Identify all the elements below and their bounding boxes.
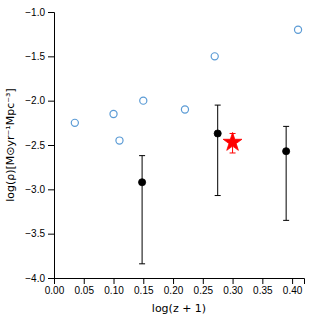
tick-label: −3.0: [25, 184, 45, 195]
tick: 0.35: [253, 278, 273, 296]
tick: −2.0: [25, 95, 54, 106]
chart: 0.00 0.05 0.10 0.15 0.20 0.25 0.30 0.35 0.40 −4.0…: [0, 0, 320, 320]
point: [181, 106, 188, 113]
tick: 0.20: [164, 278, 184, 296]
tick-mark: [48, 278, 54, 279]
error-bar: [139, 156, 145, 264]
error-bar: [215, 105, 221, 195]
tick-label: 0.15: [134, 285, 154, 296]
point: [110, 110, 117, 117]
x-axis: 0.00 0.05 0.10 0.15 0.20 0.25 0.30 0.35 0.40: [45, 278, 305, 296]
tick: 0.15: [134, 278, 154, 296]
point: [139, 179, 146, 186]
tick-mark: [48, 189, 54, 190]
tick-mark: [233, 278, 234, 284]
plot-area: [71, 26, 301, 264]
point: [294, 26, 301, 33]
tick-mark: [48, 234, 54, 235]
tick: 0.05: [75, 278, 95, 296]
tick-mark: [173, 278, 174, 284]
point: [283, 148, 290, 155]
tick: −3.0: [25, 184, 54, 195]
tick-label: 0.10: [104, 285, 124, 296]
tick-label: −3.5: [25, 228, 45, 239]
tick: 0.25: [194, 278, 214, 296]
tick-label: −2.5: [25, 140, 45, 151]
tick-label: −1.0: [25, 7, 45, 18]
tick-mark: [48, 56, 54, 57]
tick-mark: [262, 278, 263, 284]
tick: 0.00: [45, 278, 65, 296]
point: [116, 137, 123, 144]
tick-mark: [48, 145, 54, 146]
tick: −1.5: [25, 51, 54, 62]
tick: 0.10: [104, 278, 124, 296]
tick-label: −1.5: [25, 51, 45, 62]
tick-label: 0.25: [194, 285, 214, 296]
tick-label: 0.40: [283, 285, 303, 296]
tick-label: 0.05: [75, 285, 95, 296]
axis-line: [48, 13, 55, 279]
tick: −1.0: [25, 7, 54, 18]
tick: 0.30: [223, 278, 243, 296]
y-axis: −4.0 −3.5 −3.0 −2.5 −2.0 −1.5 −1.0: [25, 7, 54, 284]
x-axis-title: log(z + 1): [152, 302, 206, 315]
tick-mark: [48, 101, 54, 102]
tick-mark: [114, 278, 115, 284]
tick-label: −4.0: [25, 273, 45, 284]
tick-label: 0.00: [45, 285, 65, 296]
point: [140, 97, 147, 104]
tick-label: 0.35: [253, 285, 273, 296]
series: [223, 132, 242, 153]
tick: −4.0: [25, 273, 54, 284]
series: [139, 105, 290, 264]
tick-mark: [48, 12, 54, 13]
tick: −3.5: [25, 228, 54, 239]
tick: 0.40: [283, 278, 303, 296]
tick-mark: [203, 278, 204, 284]
tick: −2.5: [25, 140, 54, 151]
y-axis-title: log(ρ)[M⊙yr⁻¹Mpc⁻³]: [4, 88, 17, 202]
series: [71, 26, 301, 144]
tick-label: −2.0: [25, 95, 45, 106]
point: [214, 130, 221, 137]
tick-mark: [143, 278, 144, 284]
axis-line: [55, 279, 305, 285]
tick-mark: [84, 278, 85, 284]
point: [71, 119, 78, 126]
point: [223, 132, 242, 150]
tick-label: 0.20: [164, 285, 184, 296]
tick-label: 0.30: [223, 285, 243, 296]
tick-mark: [292, 278, 293, 284]
error-bar: [283, 126, 289, 220]
point: [211, 53, 218, 60]
